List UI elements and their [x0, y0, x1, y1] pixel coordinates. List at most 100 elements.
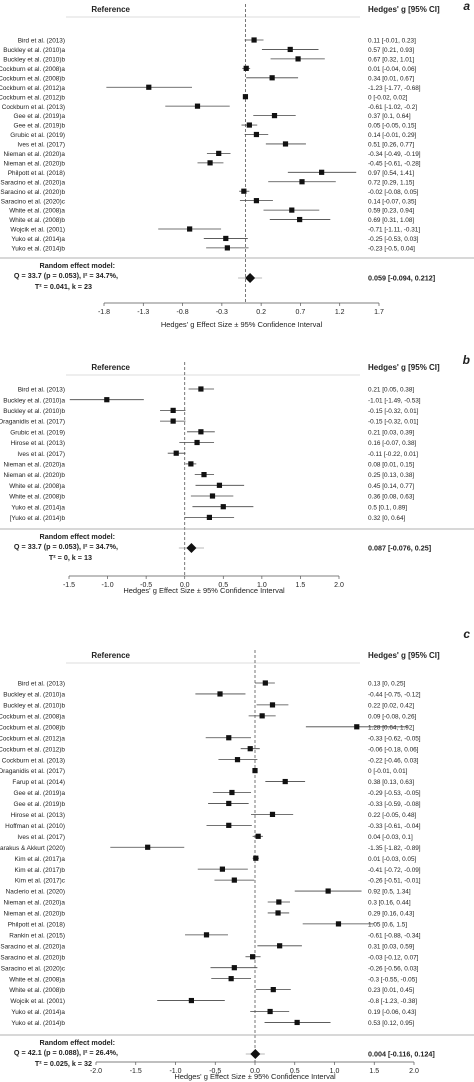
study-ci-value: 0.37 [0.1, 0.64] [368, 113, 411, 120]
effect-size-marker [170, 418, 176, 424]
study-name: Ives et al. (2017) [17, 451, 65, 458]
study-name: Cockburn et al. (2012)b [0, 94, 65, 101]
effect-size-marker [206, 514, 212, 520]
study-name: White et al. (2008)b [9, 987, 65, 994]
study-ci-value: -0.61 [-0.88, -0.34] [368, 932, 421, 939]
study-row: White et al. (2008)b 0.23 [0.01, 0.45] [9, 987, 414, 994]
study-ci-value: -0.29 [-0.53, -0.05] [368, 790, 421, 797]
study-name: White et al. (2008)a [9, 483, 65, 490]
effect-size-marker [216, 150, 222, 156]
effect-size-marker [231, 877, 237, 883]
effect-size-marker [259, 713, 265, 719]
study-ci-value: -0.44 [-0.75, -0.12] [368, 692, 421, 699]
summary-ci-value: 0.059 [-0.094, 0.212] [368, 274, 435, 283]
study-name: Grubic et al. (2019) [10, 429, 65, 436]
study-name: Cockburn et al. (2013) [2, 757, 65, 764]
study-name: Cockburn et al. (2012)a [0, 85, 65, 92]
study-name: Philpott et al. (2018) [8, 922, 65, 929]
study-ci-value: 0.3 [0.16, 0.44] [368, 900, 411, 907]
study-name: Nieman et al. (2020)b [4, 160, 66, 167]
study-name: Wojcik et al. (2001) [10, 998, 65, 1005]
x-tick-label: 1.5 [296, 582, 306, 589]
summary-diamond [250, 1049, 261, 1059]
study-ci-value: 0.53 [0.12, 0.95] [368, 1020, 414, 1027]
study-row: Saracino et al. (2020)a 0.72 [0.29, 1.15] [0, 179, 414, 186]
study-name: Wojcik et al. (2001) [10, 227, 65, 234]
study-name: Buckley et al. (2010)b [3, 703, 65, 710]
summary-title: Random effect model: [40, 1038, 115, 1047]
study-name: Saracino et al. (2020)c [1, 198, 66, 205]
study-name: Hoffman et al. (2010) [5, 823, 65, 830]
summary-diamond [245, 273, 256, 283]
forest-panel-c: c Reference Hedges' g [95% CI] Bird et al. … [0, 627, 474, 1081]
effect-size-marker [287, 46, 293, 53]
effect-size-marker [255, 833, 261, 839]
study-row: Buckley et al. (2010)a -1.01 [-1.49, -0.5… [3, 397, 421, 404]
x-tick-label: -0.8 [177, 309, 189, 316]
panel-label: b [463, 353, 470, 367]
study-ci-value: 0.01 [-0.04, 0.06] [368, 66, 417, 73]
study-name: Saracino et al. (2020)a [0, 179, 65, 186]
study-row: Cockburn et al. (2012)a -0.33 [-0.62, -0.… [0, 735, 421, 742]
study-name: Yuko et al. (2014)a [11, 236, 65, 243]
study-ci-value: -0.34 [-0.49, -0.19] [368, 151, 421, 158]
x-tick-label: 0.5 [218, 582, 228, 589]
summary-tau-k: T² = 0, k = 13 [49, 553, 92, 562]
study-name: Philpott et al. (2018) [8, 170, 65, 177]
effect-size-marker [207, 160, 213, 166]
study-ci-value: -0.3 [-0.55, -0.05] [368, 976, 417, 983]
study-row: Hoffman et al. (2010) -0.33 [-0.61, -0.04… [5, 822, 421, 830]
study-ci-value: 0.22 [0.02, 0.42] [368, 703, 414, 710]
summary-heterogeneity: Q = 33.7 (p = 0.053), I² = 34.7%, [14, 542, 118, 551]
summary-heterogeneity: Q = 42.1 (p = 0.088), I² = 26.4%, [14, 1048, 118, 1057]
study-name: Buckley et al. (2010)a [3, 692, 65, 699]
study-ci-value: -0.33 [-0.59, -0.08] [368, 801, 421, 808]
study-name: Saracino et al. (2020)c [1, 965, 66, 972]
x-tick-label: -1.5 [130, 1068, 142, 1075]
study-ci-value: 0.13 [0, 0.25] [368, 681, 406, 688]
x-tick-label: 2.0 [409, 1068, 419, 1075]
effect-size-marker [243, 65, 249, 71]
effect-size-marker [217, 691, 223, 697]
effect-size-marker [267, 1008, 273, 1015]
study-row: Yuko et al. (2014)a 0.5 [0.1, 0.89] [11, 504, 407, 511]
study-ci-value: 0.23 [0.01, 0.45] [368, 987, 414, 994]
effect-size-marker [335, 921, 342, 927]
effect-size-marker [253, 131, 260, 138]
study-row: Cockburn et al. (2012)b 0 [-0.02, 0.02] [0, 94, 408, 101]
x-tick-label: -1.8 [98, 309, 110, 316]
study-name: Rankin et al. (2015) [9, 932, 65, 939]
study-row: Wojcik et al. (2001) -0.8 [-1.23, -0.38] [10, 997, 417, 1005]
study-ci-value: -0.06 [-0.18, 0.06] [368, 746, 419, 753]
x-tick-label: -0.5 [140, 582, 152, 589]
study-name: Yuko et al. (2014)a [11, 1009, 65, 1016]
x-tick-label: 0.0 [250, 1068, 260, 1075]
effect-size-marker [188, 461, 194, 467]
study-name: White et al. (2008)a [9, 976, 65, 983]
x-tick-label: 1.7 [374, 309, 384, 316]
x-tick-label: 1.0 [257, 582, 267, 589]
study-row: Saracino et al. (2020)b -0.02 [-0.08, 0.0… [0, 188, 419, 196]
study-row: Karakus & Akkurt (2020) -1.35 [-1.82, -0.… [0, 844, 421, 852]
effect-size-marker [173, 450, 179, 456]
study-name: Draganidis et al. (2017) [0, 419, 65, 426]
study-ci-value: -0.71 [-1.11, -0.31] [368, 227, 420, 234]
study-name: Nieman et al. (2020)a [4, 151, 66, 158]
study-name: Gee et al. (2019)b [13, 123, 65, 130]
study-row: [Yuko et al. (2014)b 0.32 [0, 0.64] [10, 514, 406, 522]
study-name: Hirose et al. (2013) [11, 812, 65, 819]
study-row: Cockburn et al. (2013) -0.22 [-0.46, 0.03… [2, 757, 419, 764]
summary-ci-value: 0.004 [-0.116, 0.124] [368, 1050, 435, 1059]
effect-size-marker [277, 943, 283, 949]
study-name: [Yuko et al. (2014)b [10, 515, 66, 522]
effect-size-marker [289, 207, 295, 213]
effect-size-marker [198, 386, 204, 392]
study-name: Buckley et al. (2010)a [3, 397, 65, 404]
study-ci-value: 0.14 [-0.01, 0.29] [368, 132, 417, 139]
effect-size-marker [170, 407, 176, 413]
x-axis-label: Hedges' g Effect Size ± 95% Confidence I… [174, 1072, 336, 1081]
study-row: Ives et al. (2017) 0.51 [0.26, 0.77] [17, 141, 414, 149]
study-row: Philpott et al. (2018) 0.97 [0.54, 1.41] [8, 169, 414, 177]
study-name: Ives et al. (2017) [17, 142, 65, 149]
study-ci-value: 0.19 [-0.06, 0.43] [368, 1009, 417, 1016]
